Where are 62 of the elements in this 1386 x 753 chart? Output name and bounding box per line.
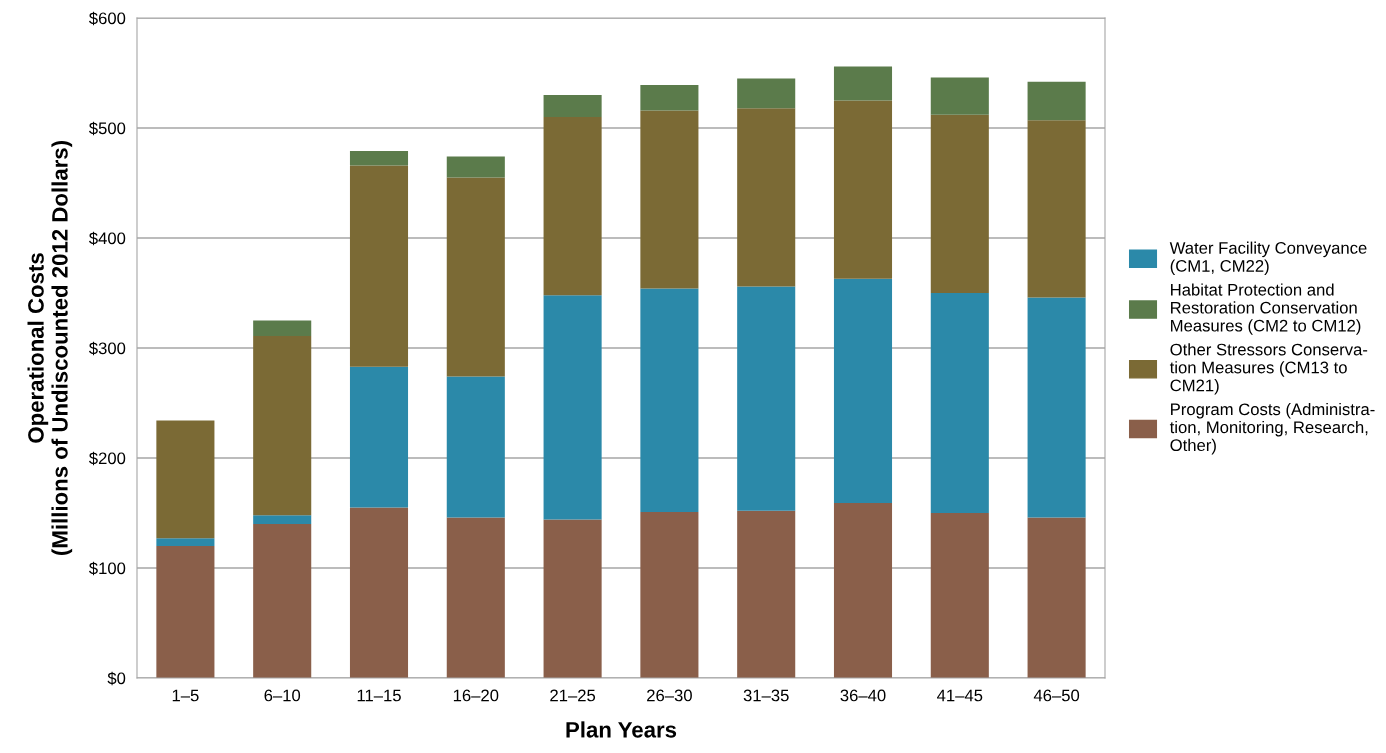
bar xyxy=(833,503,893,678)
bar xyxy=(543,95,602,117)
bar xyxy=(253,515,312,524)
bar xyxy=(833,100,893,279)
bar xyxy=(737,510,796,678)
x-tick-label: 41–45 xyxy=(937,689,983,702)
bar xyxy=(640,85,699,111)
bar xyxy=(446,517,505,678)
bar xyxy=(349,151,409,166)
y-tick-label: $500 xyxy=(89,121,126,136)
bar xyxy=(446,376,505,518)
bar xyxy=(1027,81,1086,121)
legend-label: Water Facility Conveyance (CM1, CM22) xyxy=(1169,241,1367,276)
bar xyxy=(640,511,699,678)
bar xyxy=(930,513,989,678)
x-tick-label: 46–50 xyxy=(1033,689,1080,702)
bar xyxy=(640,110,699,289)
bar xyxy=(1027,297,1086,518)
bar xyxy=(349,366,409,508)
y-tick-label: $100 xyxy=(89,561,126,576)
bar xyxy=(543,519,602,678)
x-tick-label: 16–20 xyxy=(453,689,499,702)
bar xyxy=(737,78,796,109)
y-tick-label: $300 xyxy=(89,341,126,356)
y-tick-label: $400 xyxy=(89,231,126,246)
y-tick-label: $600 xyxy=(89,11,126,26)
bar xyxy=(930,77,989,115)
bar xyxy=(156,420,215,539)
bar xyxy=(253,524,312,678)
x-tick-label: 1–5 xyxy=(172,689,199,702)
x-axis-title: Plan Years xyxy=(566,721,677,738)
bar xyxy=(1027,120,1086,298)
bar xyxy=(446,156,505,178)
bar xyxy=(930,293,989,513)
x-tick-label: 21–25 xyxy=(550,689,596,702)
legend-label: Program Costs (Administra- tion, Monitoring, Research, Other) xyxy=(1169,402,1375,455)
bar xyxy=(930,114,989,293)
x-tick-label: 6–10 xyxy=(264,689,301,702)
bar xyxy=(833,66,893,101)
bar xyxy=(349,507,409,678)
x-tick-label: 26–30 xyxy=(647,689,692,702)
bar xyxy=(640,288,699,512)
y-axis-title: Operational Costs (Millions of Undiscounted 2012 Dollars) xyxy=(27,141,73,555)
bar xyxy=(253,335,312,516)
bar xyxy=(543,295,602,520)
bar xyxy=(446,177,505,377)
bar xyxy=(156,546,215,678)
y-tick-label: $0 xyxy=(107,671,126,686)
y-tick-label: $200 xyxy=(89,451,126,466)
bar xyxy=(253,320,312,336)
bar xyxy=(156,538,215,546)
bar xyxy=(737,286,796,511)
legend-label: Other Stressors Conserva- tion Measures (CM13 to CM21) xyxy=(1169,343,1368,395)
x-tick-label: 31–35 xyxy=(743,689,789,702)
bar xyxy=(737,108,796,287)
x-tick-label: 36–40 xyxy=(840,689,886,702)
bar xyxy=(543,117,602,296)
bar xyxy=(833,278,893,504)
x-tick-label: 11–15 xyxy=(357,689,401,702)
bar xyxy=(349,165,409,367)
legend-label: Habitat Protection and Restoration Conservation Measures (CM2 to CM12) xyxy=(1171,283,1361,335)
bar xyxy=(1027,517,1086,678)
